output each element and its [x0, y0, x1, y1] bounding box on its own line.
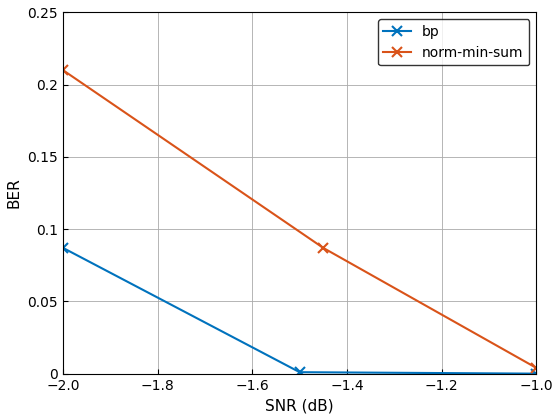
X-axis label: SNR (dB): SNR (dB) [265, 398, 334, 413]
bp [296, 370, 303, 375]
Legend: bp, norm-min-sum: bp, norm-min-sum [378, 19, 529, 66]
norm-min-sum [60, 68, 67, 73]
norm-min-sum [320, 245, 326, 250]
bp [533, 371, 540, 376]
norm-min-sum [533, 365, 540, 370]
Line: norm-min-sum: norm-min-sum [58, 66, 541, 373]
bp [60, 245, 67, 250]
Line: bp: bp [58, 243, 541, 378]
Y-axis label: BER: BER [7, 178, 22, 208]
